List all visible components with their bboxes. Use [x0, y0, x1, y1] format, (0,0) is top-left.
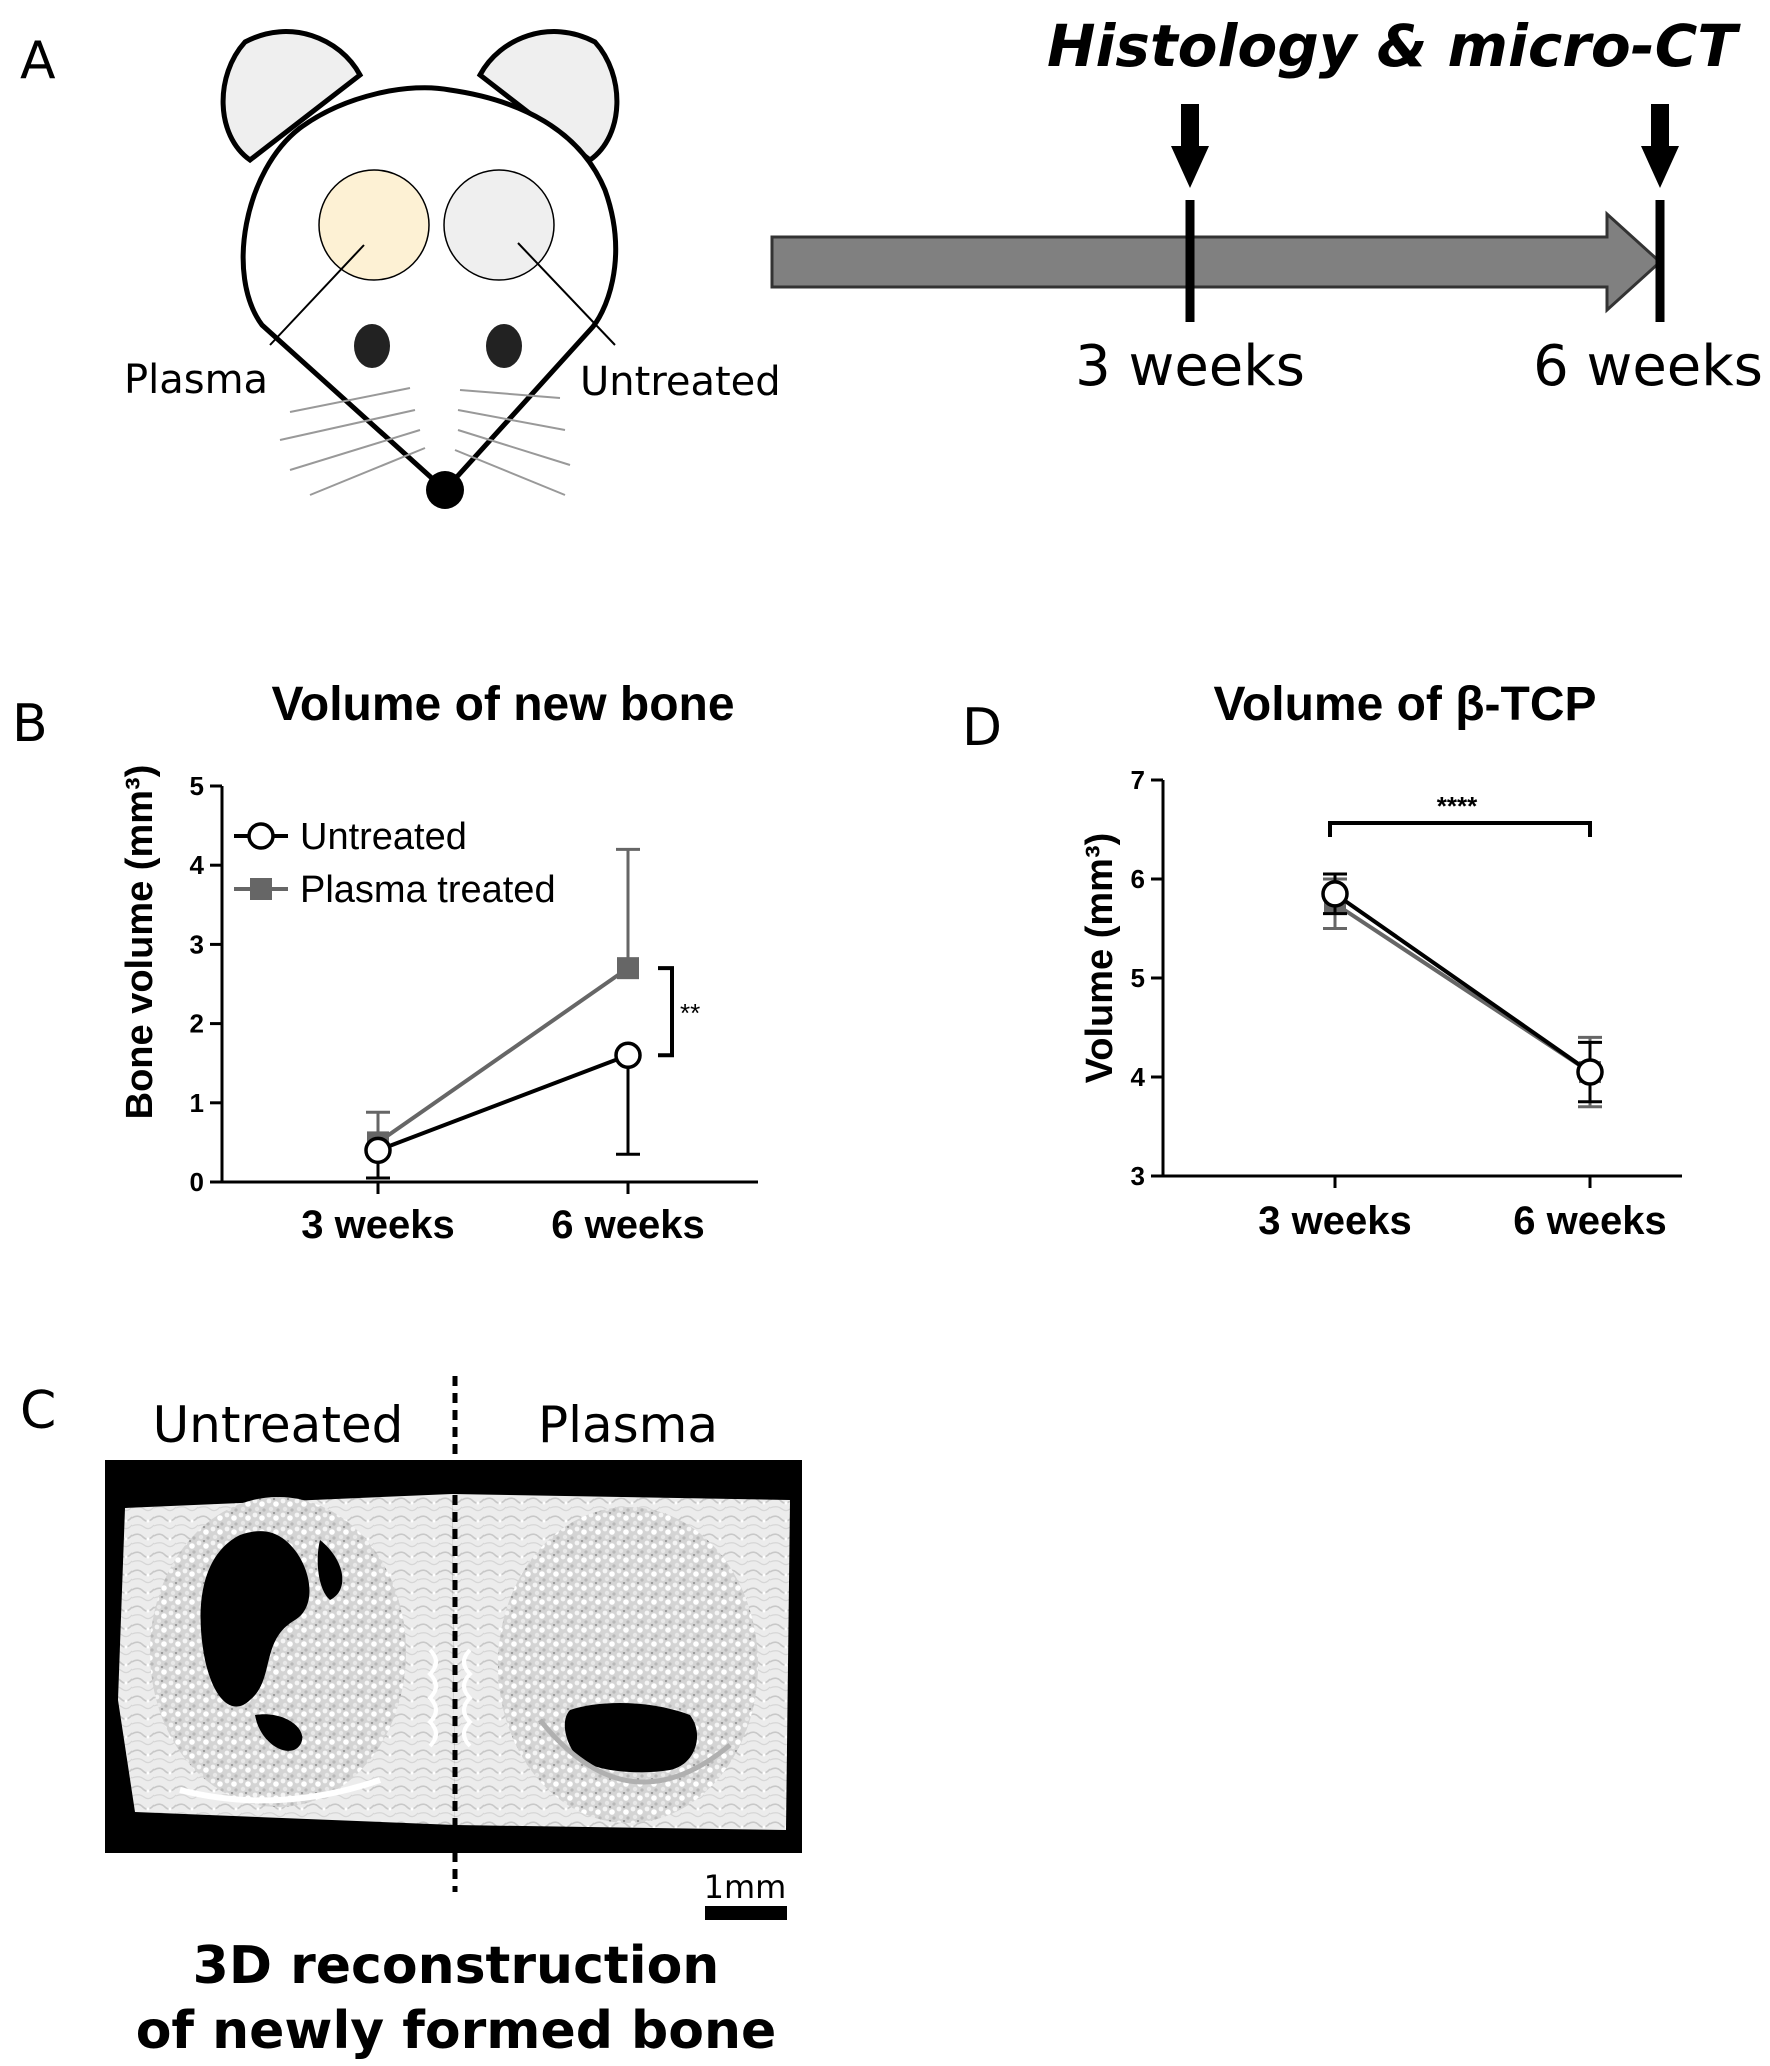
timeline-arrow: [770, 210, 1663, 314]
chart-b-x-tick-label: 6 weeks: [551, 1203, 704, 1247]
chart-b-title: Volume of new bone: [271, 678, 734, 731]
chart-b-point: [614, 1041, 642, 1070]
scale-bar: [705, 1906, 787, 1920]
panel-label-d: D: [962, 698, 1002, 758]
chart-d-y-tick-label: 4: [1131, 1062, 1146, 1092]
chart-b-legend-label: Plasma treated: [300, 869, 556, 911]
chart-b-x-tick-label: 3 weeks: [301, 1203, 454, 1247]
chart-b-series-line: [376, 966, 630, 1145]
chart-b-y-tick-label: 4: [190, 850, 205, 880]
untreated-leader-line: [517, 242, 616, 346]
chart-b-y-tick-label: 5: [190, 771, 204, 801]
chart-b-series-line: [377, 1053, 629, 1153]
reconstruction-caption-line2: of newly formed bone: [136, 2001, 777, 2061]
mouse-left-ear: [220, 29, 364, 164]
mouse-label-plasma: Plasma: [124, 357, 268, 403]
chart-d-x-tick-label: 6 weeks: [1513, 1199, 1666, 1243]
chart-d-point: [1321, 880, 1349, 908]
chart-b-y-tick-label: 1: [190, 1088, 204, 1118]
panel-label-b: B: [12, 694, 48, 754]
chart-d: Volume of β-TCP Volume (mm³) **** 3 4 5 6 7 3…: [1079, 678, 1682, 1243]
chart-b-point: [617, 957, 639, 980]
chart-d-series-line: [1333, 892, 1592, 1074]
plasma-treated-spot: [318, 169, 430, 281]
chart-d-y-tick-label: 3: [1131, 1161, 1145, 1191]
reconstruction-label-plasma: Plasma: [538, 1396, 718, 1454]
mouse-nose: [426, 471, 464, 509]
reconstruction-caption-line1: 3D reconstruction: [193, 1936, 720, 1996]
mouse-right-eye: [486, 324, 522, 368]
timeline: [770, 104, 1679, 322]
sampling-arrow-3-weeks: [1171, 104, 1209, 188]
sampling-arrow-6-weeks: [1641, 104, 1679, 188]
chart-b-y-tick-label: 3: [190, 929, 204, 959]
timeline-label-6-weeks: 6 weeks: [1533, 334, 1763, 399]
chart-b-point: [364, 1136, 392, 1165]
chart-b-significance: **: [680, 998, 700, 1028]
chart-d-point: [1576, 1058, 1604, 1086]
chart-d-y-tick-label: 7: [1131, 765, 1145, 795]
chart-b-y-tick-label: 2: [190, 1009, 204, 1039]
mouse-left-eye: [354, 324, 390, 368]
mouse-whiskers: [279, 387, 571, 496]
timeline-header: Histology & micro-CT: [1047, 12, 1741, 80]
mouse-label-untreated: Untreated: [580, 359, 781, 405]
timeline-label-3-weeks: 3 weeks: [1075, 334, 1305, 399]
mouse-illustration: [220, 29, 620, 509]
chart-d-significance: ****: [1437, 791, 1478, 821]
panel-label-c: C: [20, 1381, 56, 1441]
chart-b-significance-bracket: [658, 966, 674, 1058]
plasma-leader-line: [269, 244, 365, 346]
chart-b-y-axis-label: Bone volume (mm³): [119, 765, 161, 1120]
chart-b-legend-marker: [250, 878, 272, 900]
scale-bar-label: 1mm: [704, 1868, 787, 1906]
chart-d-y-tick-label: 6: [1131, 864, 1145, 894]
chart-b-y-tick-label: 0: [190, 1167, 204, 1197]
chart-d-x-tick-label: 3 weeks: [1258, 1199, 1411, 1243]
panel-label-a: A: [20, 31, 56, 91]
chart-b: Volume of new bone Bone volume (mm³) ** …: [119, 678, 758, 1247]
chart-d-y-axis-label: Volume (mm³): [1079, 833, 1121, 1084]
chart-d-y-tick-label: 5: [1131, 963, 1145, 993]
reconstruction-label-untreated: Untreated: [153, 1396, 404, 1454]
chart-d-significance-bracket: [1328, 821, 1592, 837]
chart-d-title: Volume of β-TCP: [1213, 678, 1596, 731]
chart-b-legend-label: Untreated: [300, 816, 467, 858]
mouse-right-ear: [476, 29, 620, 164]
chart-b-legend-marker: [247, 822, 275, 850]
